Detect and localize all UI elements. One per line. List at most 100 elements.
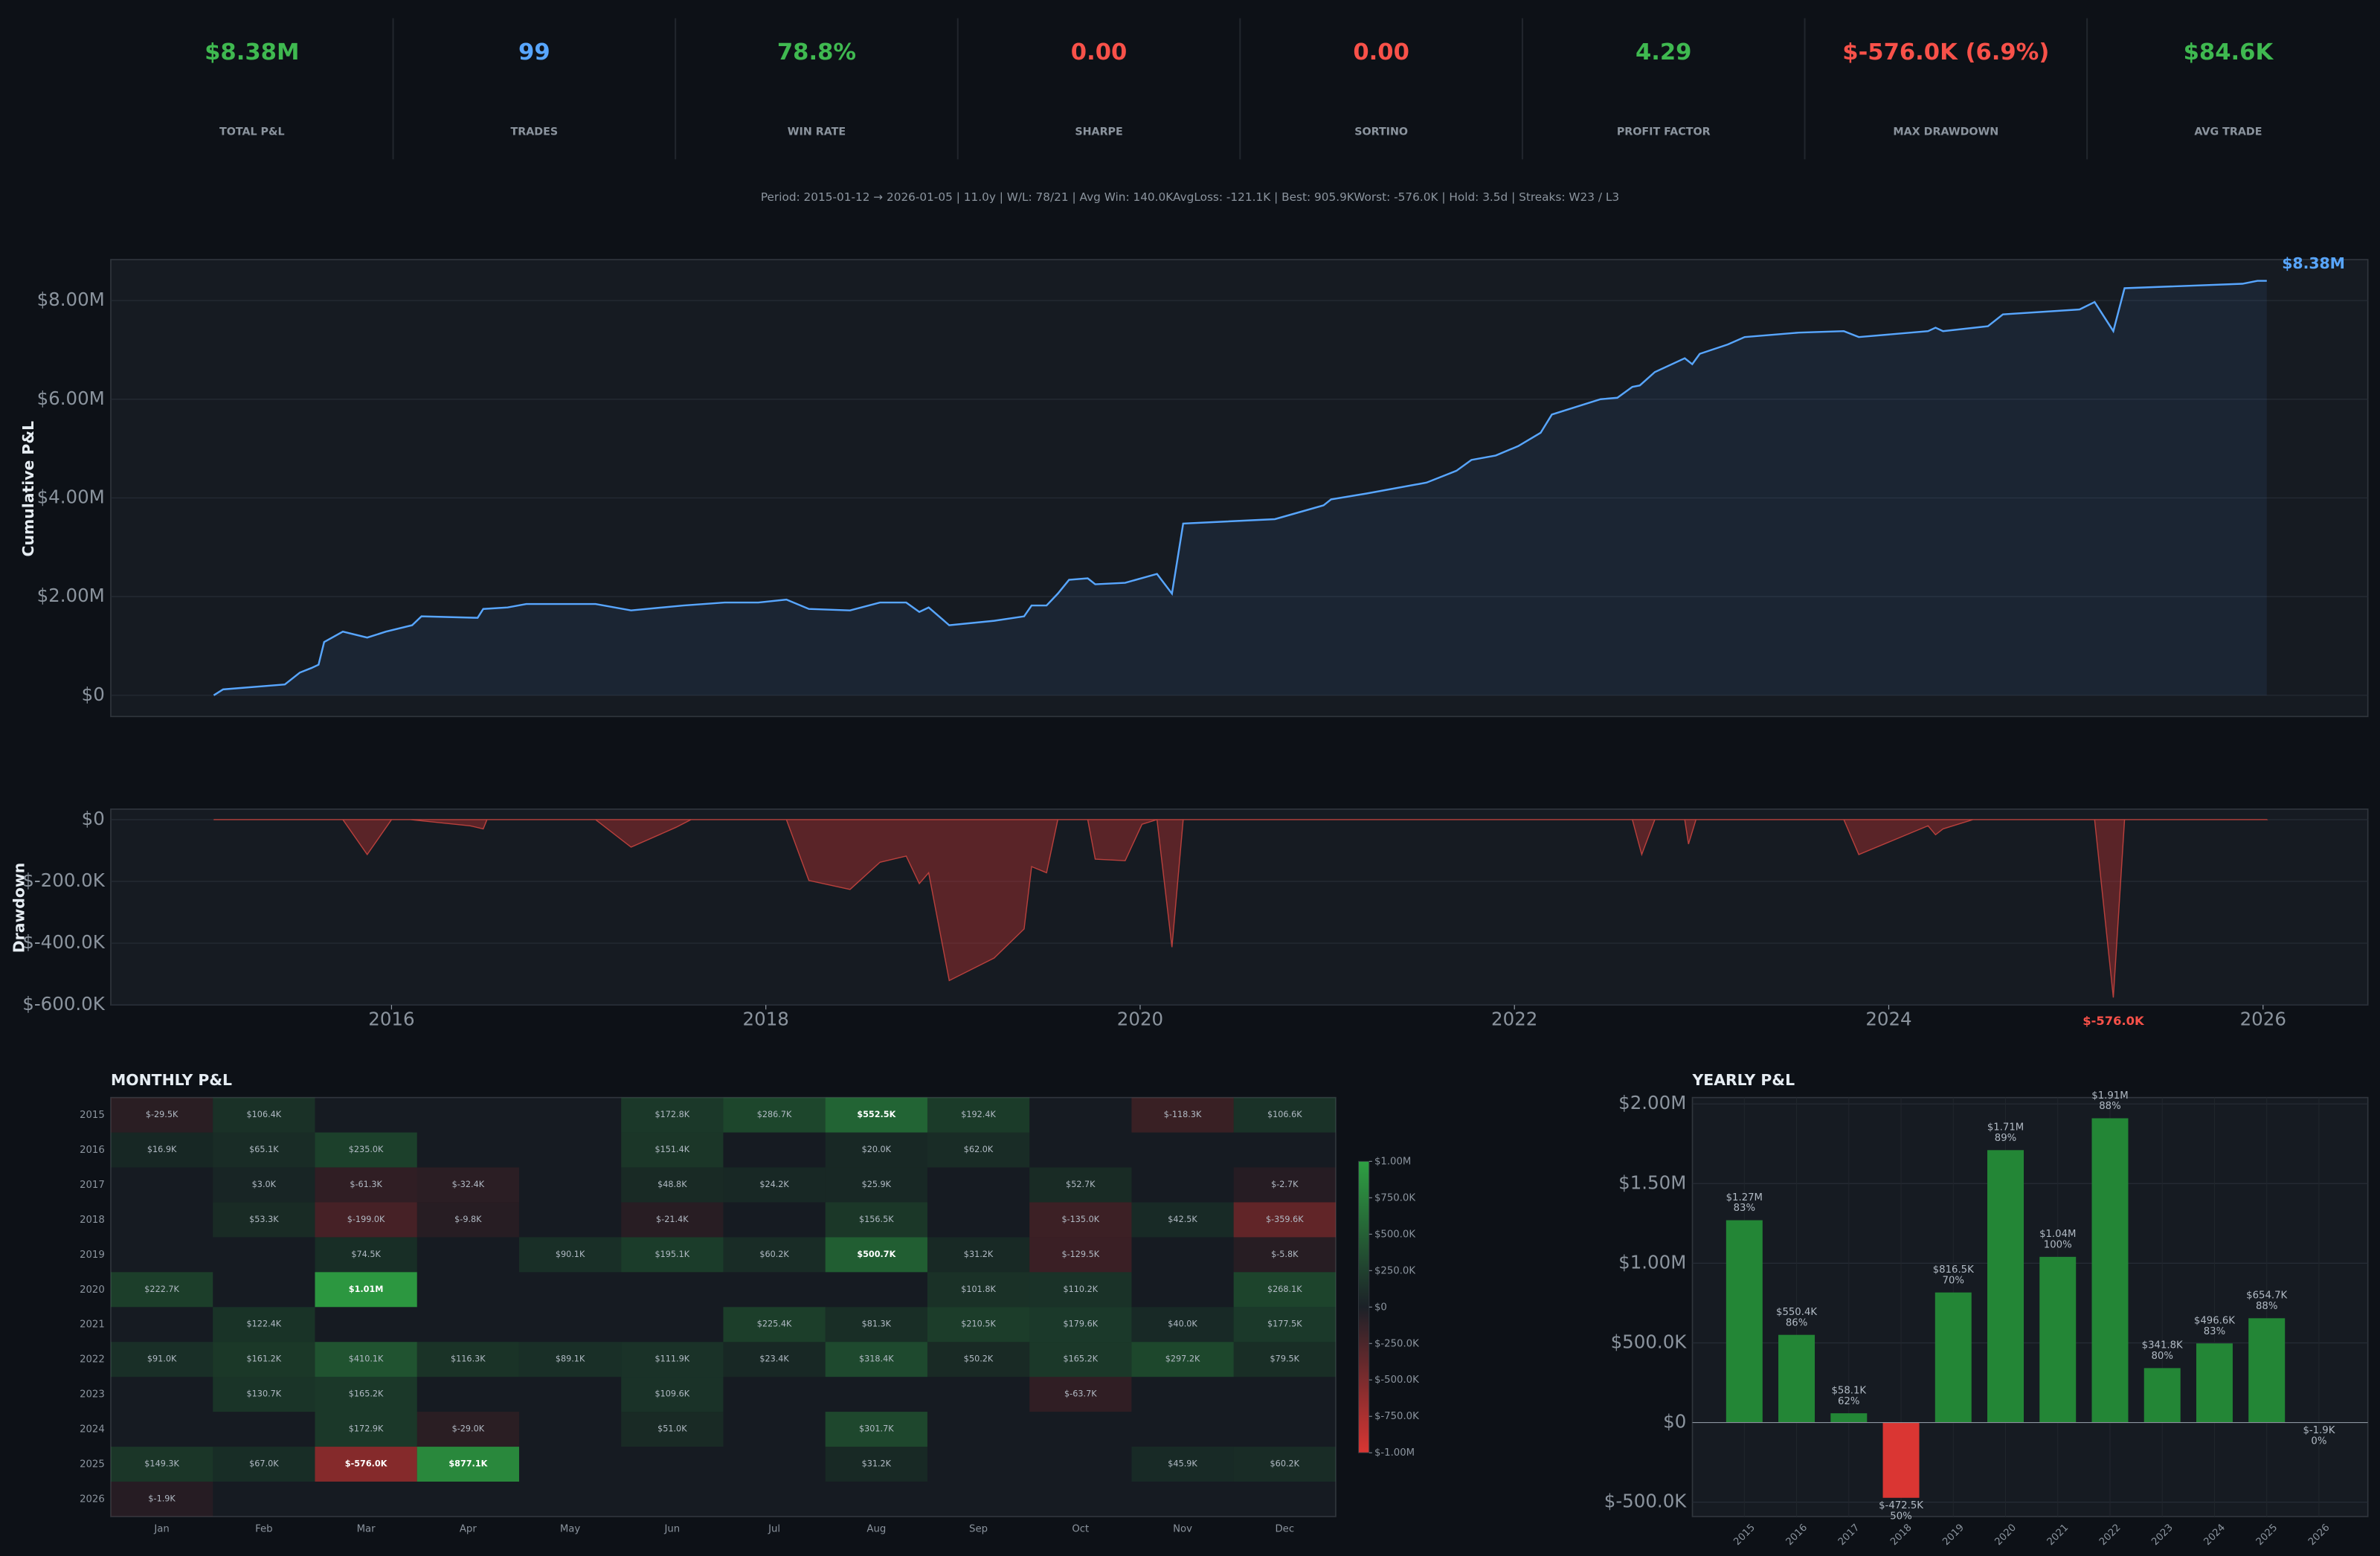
heatmap-cell [927, 1307, 1030, 1343]
bar-value-label: $58.1K [1831, 1386, 1866, 1397]
column-label: Jun [663, 1523, 680, 1534]
heatmap-cell [518, 1342, 622, 1377]
column-label: Oct [1072, 1523, 1089, 1534]
heatmap-cell [927, 1272, 1030, 1308]
row-label: 2026 [80, 1494, 105, 1505]
cell-label: $-29.0K [452, 1424, 485, 1434]
heatmap-cell [825, 1202, 927, 1238]
bar-win-rate-label: 50% [1890, 1511, 1911, 1522]
cell-label: $81.3K [862, 1319, 892, 1329]
heatmap-cell [213, 1167, 315, 1203]
heatmap-cell [315, 1447, 417, 1482]
cell-label: $79.5K [1270, 1354, 1300, 1364]
cell-label: $111.9K [655, 1354, 690, 1364]
heatmap-cell [927, 1132, 1030, 1168]
cell-label: $318.4K [859, 1354, 894, 1364]
x-tick-label: 2018 [743, 1009, 789, 1030]
y-tick-label: $4.00M [37, 486, 105, 507]
x-tick-label: 2024 [1865, 1009, 1911, 1030]
column-label: May [560, 1523, 581, 1534]
heatmap-cell [621, 1412, 724, 1447]
cell-label: $3.0K [252, 1180, 277, 1189]
heatmap-cell [1131, 1202, 1234, 1238]
colorbar-label: $-750.0K [1374, 1411, 1419, 1422]
heatmap-cell [1131, 1307, 1234, 1343]
cell-label: $-9.8K [454, 1215, 482, 1224]
cell-label: $-135.0K [1061, 1215, 1099, 1224]
row-label: 2017 [80, 1180, 105, 1191]
cell-label: $50.2K [964, 1354, 994, 1364]
bar-value-label: $654.7K [2246, 1290, 2287, 1302]
cell-label: $110.2K [1063, 1285, 1098, 1294]
colorbar-label: $-250.0K [1374, 1338, 1419, 1349]
heatmap-cell [825, 1237, 927, 1273]
min-label: $-576.0K [2082, 1014, 2145, 1028]
heatmap-cell [110, 1481, 213, 1517]
heatmap-cell [621, 1377, 724, 1412]
kpi-value: 99 [518, 39, 550, 65]
cell-label: $552.5K [857, 1110, 896, 1119]
heatmap-cell [927, 1097, 1030, 1133]
heatmap-cell [1233, 1447, 1336, 1482]
y-tick-label: $-400.0K [22, 931, 106, 953]
cell-label: $-61.3K [350, 1180, 382, 1189]
y-tick-label: $6.00M [37, 388, 105, 409]
cell-label: $179.6K [1063, 1319, 1098, 1329]
cell-label: $-5.8K [1271, 1250, 1299, 1259]
heatmap-cell [1029, 1377, 1132, 1412]
row-label: 2021 [80, 1319, 105, 1331]
cell-label: $-1.9K [148, 1494, 176, 1503]
heatmap-cell [1029, 1202, 1132, 1238]
heatmap-cell [213, 1097, 315, 1133]
kpi-label: PROFIT FACTOR [1617, 126, 1711, 138]
y-tick-label: $0 [82, 684, 105, 705]
heatmap-cell [723, 1307, 826, 1343]
cell-label: $-118.3K [1164, 1110, 1202, 1119]
cell-label: $45.9K [1168, 1459, 1197, 1469]
bar-win-rate-label: 0% [2311, 1436, 2326, 1447]
cell-label: $-63.7K [1064, 1389, 1097, 1399]
cell-label: $-2.7K [1271, 1180, 1299, 1189]
bar-value-label: $816.5K [1933, 1264, 1974, 1276]
column-label: Mar [357, 1523, 376, 1534]
bar [2039, 1256, 2077, 1423]
heatmap-cell [1233, 1202, 1336, 1238]
heatmap-cell [723, 1167, 826, 1203]
bar [1987, 1150, 2024, 1423]
row-label: 2016 [80, 1145, 105, 1156]
cell-label: $24.2K [759, 1180, 789, 1189]
heatmap-cell [416, 1447, 519, 1482]
heatmap-cell [1233, 1342, 1336, 1377]
colorbar-label: $0 [1374, 1302, 1387, 1313]
cell-label: $40.0K [1168, 1319, 1197, 1329]
cell-label: $60.2K [1270, 1459, 1300, 1469]
kpi-label: SHARPE [1075, 126, 1122, 138]
cell-label: $297.2K [1165, 1354, 1200, 1364]
row-label: 2019 [80, 1250, 105, 1261]
bar [1726, 1220, 1763, 1423]
bar [1778, 1334, 1815, 1423]
column-label: Nov [1173, 1523, 1192, 1534]
heatmap-cell [416, 1167, 519, 1203]
kpi-label: TOTAL P&L [219, 126, 285, 138]
bar-value-label: $550.4K [1776, 1307, 1817, 1318]
heatmap-cell [213, 1377, 315, 1412]
cell-label: $1.01M [349, 1285, 384, 1294]
y-axis-title: Drawdown [10, 863, 28, 954]
kpi-value: $8.38M [205, 39, 299, 65]
cell-label: $222.7K [144, 1285, 179, 1294]
cell-label: $122.4K [247, 1319, 282, 1329]
cell-label: $177.5K [1267, 1319, 1302, 1329]
heatmap-cell [315, 1377, 417, 1412]
summary-line: Period: 2015-01-12 → 2026-01-05 | 11.0y … [761, 190, 1619, 204]
heatmap-cell [927, 1342, 1030, 1377]
x-tick-label: 2026 [2240, 1009, 2286, 1030]
cell-label: $210.5K [961, 1319, 996, 1329]
cell-label: $410.1K [349, 1354, 384, 1364]
x-tick-label: 2016 [368, 1009, 414, 1030]
cell-label: $42.5K [1168, 1215, 1197, 1224]
cell-label: $268.1K [1267, 1285, 1302, 1294]
kpi-value: 0.00 [1353, 39, 1409, 65]
row-label: 2023 [80, 1389, 105, 1401]
bar [2196, 1343, 2233, 1423]
